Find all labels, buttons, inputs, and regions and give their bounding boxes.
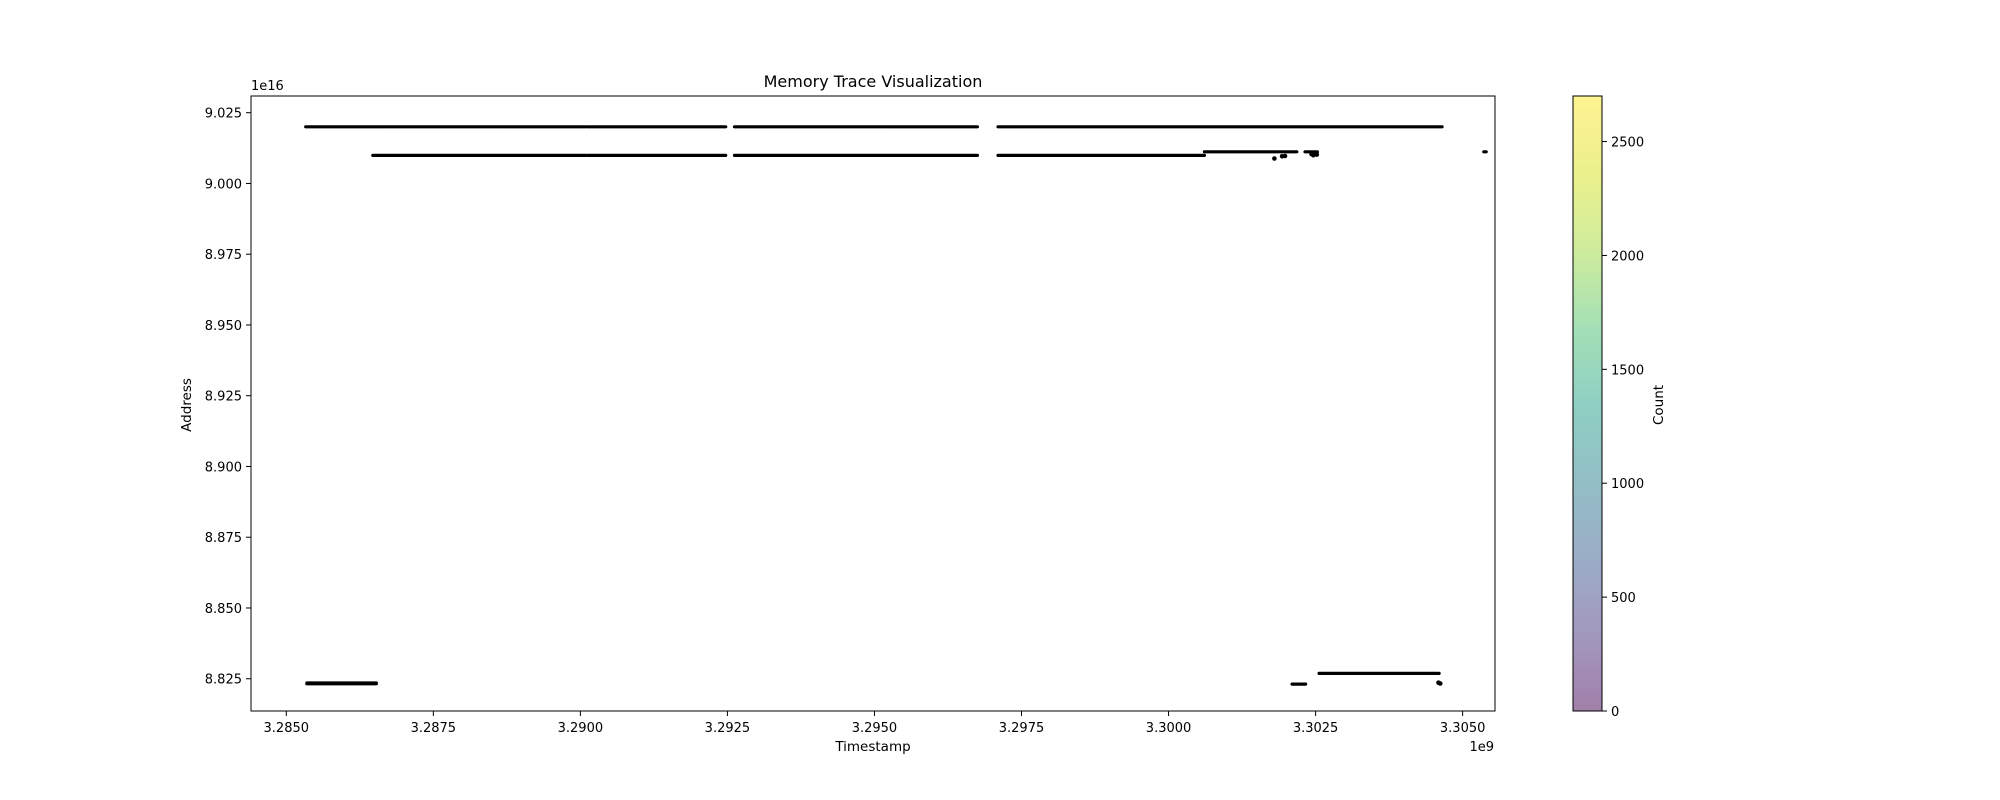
y-tick-label: 8.825 — [205, 673, 242, 688]
x-tick-label: 3.3050 — [1440, 721, 1486, 736]
x-tick-label: 3.2900 — [558, 721, 604, 736]
trace-point — [1438, 681, 1443, 686]
y-tick-label: 9.025 — [205, 107, 242, 122]
colorbar-tick-label: 1500 — [1611, 363, 1644, 378]
y-tick-label: 8.950 — [205, 319, 242, 334]
chart-title: Memory Trace Visualization — [764, 72, 983, 91]
y-tick-label: 8.975 — [205, 248, 242, 263]
x-offset-label: 1e9 — [1469, 740, 1494, 755]
x-tick-label: 3.2925 — [705, 721, 751, 736]
trace-point — [1311, 152, 1316, 158]
x-tick-label: 3.3025 — [1293, 721, 1339, 736]
trace-point — [1314, 152, 1320, 157]
y-offset-label: 1e16 — [251, 79, 284, 94]
x-tick-label: 3.2975 — [999, 721, 1045, 736]
y-tick-label: 8.900 — [205, 460, 242, 475]
y-tick-label: 8.850 — [205, 602, 242, 617]
colorbar-tick-label: 2000 — [1611, 249, 1644, 264]
x-tick-label: 3.2875 — [411, 721, 457, 736]
y-tick-label: 8.925 — [205, 390, 242, 405]
trace-point — [1272, 156, 1277, 161]
colorbar-tick-label: 0 — [1611, 705, 1619, 720]
plot-area — [250, 95, 1496, 712]
x-axis: 3.2850 3.2875 3.2900 3.2925 3.2950 3.2975 3.30… — [264, 711, 1486, 736]
data-marks — [304, 125, 1488, 686]
x-tick-label: 3.2850 — [264, 721, 310, 736]
colorbar-tick-label: 500 — [1611, 591, 1636, 606]
colorbar-axis: 0 500 1000 1500 2000 2500 — [1602, 136, 1644, 720]
y-tick-label: 9.000 — [205, 177, 242, 192]
y-axis-title: Address — [179, 378, 195, 432]
y-tick-label: 8.875 — [205, 531, 242, 546]
y-axis: 8.825 8.850 8.875 8.900 8.925 8.950 8.975 9.000… — [205, 107, 251, 688]
x-axis-title: Timestamp — [834, 739, 910, 755]
colorbar-tick-label: 1000 — [1611, 477, 1644, 492]
x-tick-label: 3.3000 — [1146, 721, 1192, 736]
colorbar-tick-label: 2500 — [1611, 136, 1644, 151]
colorbar — [1572, 95, 1603, 712]
colorbar-label: Count — [1651, 385, 1667, 425]
trace-point — [1282, 153, 1288, 159]
x-tick-label: 3.2950 — [852, 721, 898, 736]
